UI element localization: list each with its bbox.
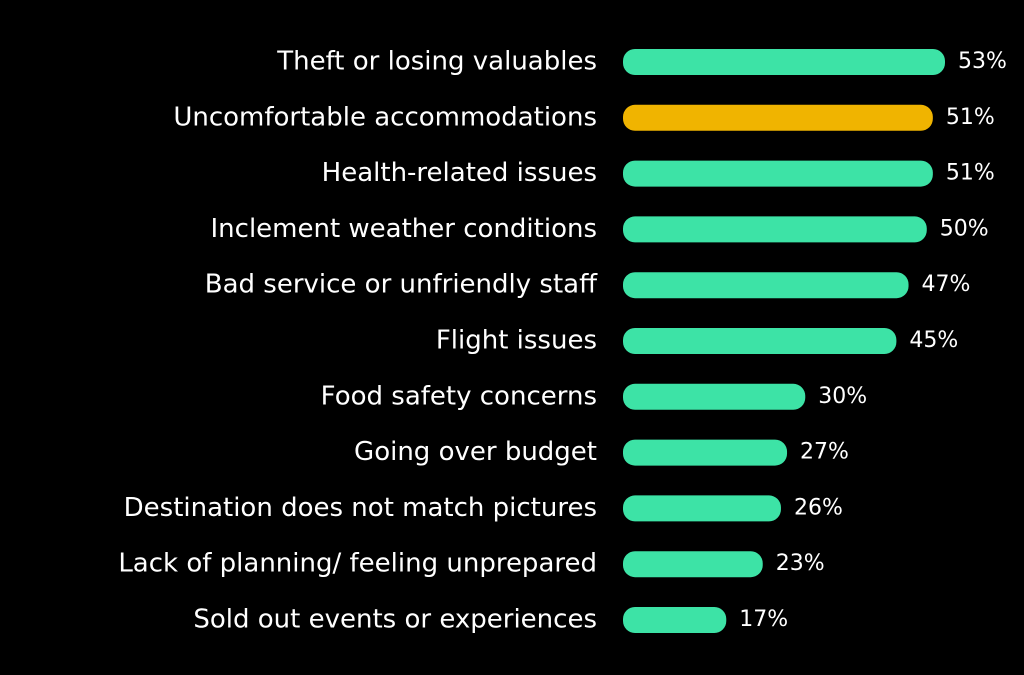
bar [623, 328, 897, 354]
category-label: Health-related issues [322, 158, 597, 188]
value-label: 51% [946, 105, 995, 130]
value-label: 23% [776, 551, 825, 576]
bar [623, 495, 781, 522]
bar [623, 439, 788, 466]
bar [623, 104, 933, 131]
bar [623, 607, 727, 633]
bar [623, 216, 927, 243]
category-label: Sold out events or experiences [193, 605, 597, 635]
category-label: Destination does not match pictures [124, 493, 597, 523]
category-label: Flight issues [436, 326, 597, 356]
bar [623, 160, 933, 187]
value-label: 26% [794, 495, 843, 520]
bar [623, 551, 763, 578]
bar [623, 383, 806, 410]
category-label: Lack of planning/ feeling unprepared [118, 549, 597, 579]
category-label: Uncomfortable accommodations [173, 102, 597, 132]
category-label: Food safety concerns [321, 381, 597, 411]
bar [623, 49, 945, 75]
value-label: 45% [909, 328, 958, 353]
value-label: 30% [818, 384, 867, 409]
value-label: 47% [922, 272, 971, 297]
value-label: 27% [800, 440, 849, 465]
category-label: Bad service or unfriendly staff [205, 270, 598, 300]
category-label: Going over budget [354, 437, 597, 467]
bar [623, 272, 909, 299]
value-label: 51% [946, 161, 995, 186]
category-label: Theft or losing valuables [276, 47, 597, 77]
category-label: Inclement weather conditions [211, 214, 598, 244]
value-label: 17% [739, 607, 788, 632]
value-label: 50% [940, 216, 989, 241]
value-label: 53% [958, 49, 1007, 74]
